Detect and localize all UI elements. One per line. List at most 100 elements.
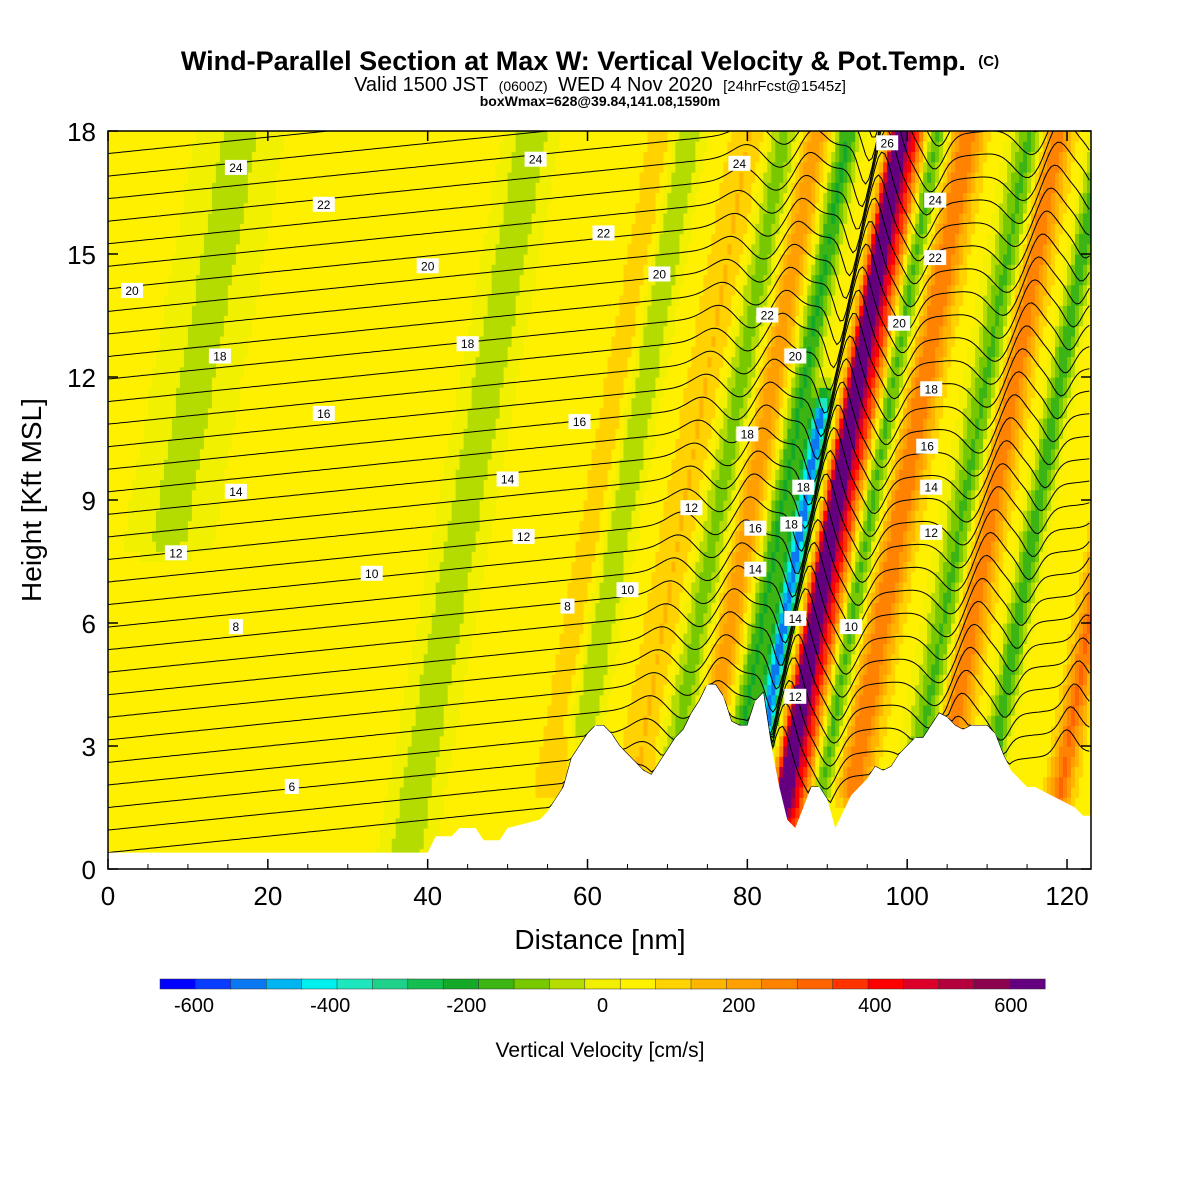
velocity-cell [379,161,385,173]
velocity-cell [343,612,349,624]
velocity-cell [303,705,309,716]
velocity-cell [271,479,277,491]
velocity-cell [299,161,305,173]
velocity-cell [299,356,305,368]
velocity-cell [235,295,241,306]
velocity-cell [199,510,205,522]
velocity-cell [315,274,321,286]
velocity-cell [175,838,181,850]
velocity-cell [351,151,357,163]
velocity-cell [203,233,209,245]
velocity-cell [199,131,205,142]
velocity-cell [295,530,301,542]
velocity-cell [319,623,325,634]
velocity-cell [319,469,325,481]
velocity-cell [291,366,297,378]
velocity-cell [179,213,185,224]
velocity-cell [108,366,113,378]
velocity-cell [163,643,169,655]
velocity-cell [123,725,129,737]
velocity-cell [115,213,121,224]
velocity-cell [327,694,333,706]
velocity-cell [183,623,189,634]
velocity-cell [108,264,113,276]
velocity-cell [203,756,209,768]
velocity-cell [159,705,165,716]
velocity-cell [108,828,113,839]
velocity-cell [219,694,225,706]
velocity-cell [323,828,329,839]
velocity-cell [275,366,281,378]
velocity-cell [251,551,257,563]
velocity-cell [131,571,137,583]
velocity-cell [339,756,345,768]
velocity-cell [123,664,129,675]
velocity-cell [355,407,361,419]
velocity-cell [223,325,229,337]
velocity-cell [199,223,205,235]
velocity-cell [347,233,353,245]
velocity-cell [351,674,357,686]
velocity-cell [115,479,121,491]
velocity-cell [179,469,185,481]
velocity-cell [215,684,221,696]
velocity-cell [199,151,205,163]
velocity-cell [275,448,281,460]
velocity-cell [223,715,229,727]
velocity-cell [359,551,365,563]
velocity-cell [183,489,189,501]
velocity-cell [112,151,117,163]
velocity-cell [191,674,197,686]
velocity-cell [235,377,241,388]
velocity-cell [183,151,189,163]
velocity-cell [195,787,201,798]
velocity-cell [231,735,237,747]
velocity-cell [115,295,121,306]
velocity-cell [247,254,253,265]
velocity-cell [159,612,165,624]
velocity-cell [367,520,373,532]
velocity-cell [271,684,277,696]
velocity-cell [291,459,297,470]
velocity-cell [303,295,309,306]
velocity-cell [112,387,117,399]
velocity-cell [263,438,269,450]
velocity-cell [343,274,349,286]
velocity-cell [207,664,213,675]
velocity-cell [279,438,285,450]
velocity-cell [319,264,325,276]
velocity-cell [147,602,153,614]
velocity-cell [219,151,225,163]
velocity-cell [295,653,301,665]
velocity-cell [115,377,121,388]
velocity-cell [283,541,289,552]
velocity-cell [251,807,257,819]
velocity-cell [131,274,137,286]
velocity-cell [155,643,161,655]
velocity-cell [315,530,321,542]
velocity-cell [295,213,301,224]
velocity-cell [131,192,137,204]
velocity-cell [335,520,341,532]
velocity-cell [363,551,369,563]
velocity-cell [187,325,193,337]
velocity-cell [183,735,189,747]
velocity-cell [163,407,169,419]
velocity-cell [123,838,129,850]
velocity-cell [295,807,301,819]
velocity-cell [211,653,217,665]
velocity-cell [315,653,321,665]
velocity-cell [139,192,145,204]
velocity-cell [267,674,273,686]
velocity-cell [347,448,353,460]
velocity-cell [335,151,341,163]
velocity-cell [171,325,177,337]
velocity-cell [339,428,345,440]
velocity-cell [311,418,317,429]
velocity-cell [311,264,317,276]
velocity-cell [223,459,229,470]
velocity-cell [115,489,121,501]
velocity-cell [283,274,289,286]
velocity-cell [347,582,353,593]
velocity-cell [307,715,313,727]
